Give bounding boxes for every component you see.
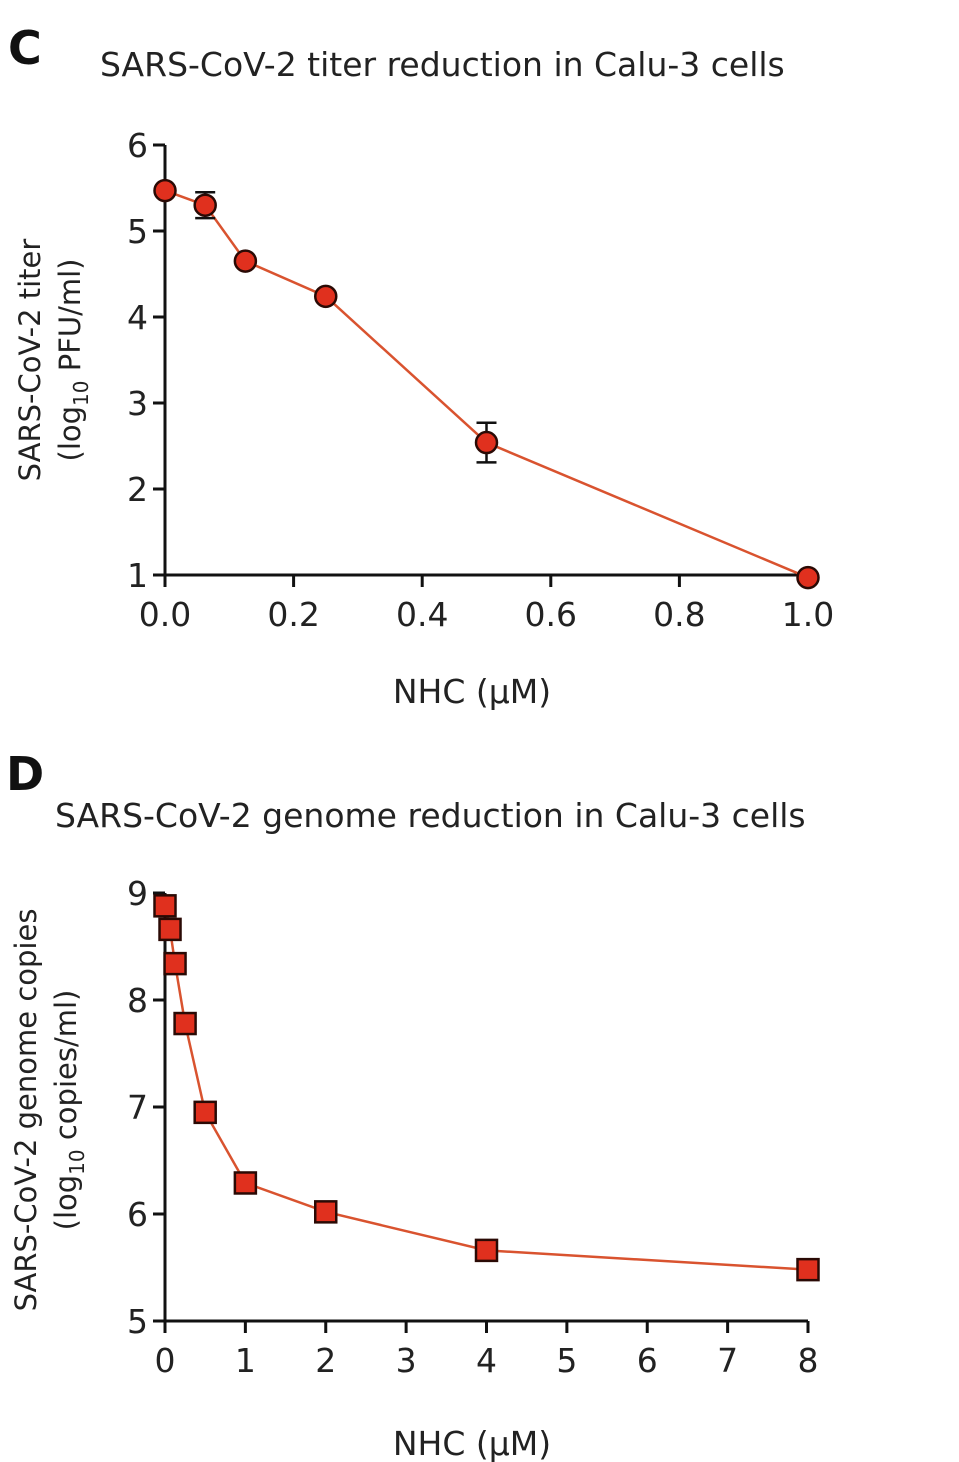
y-tick-label: 8 xyxy=(127,981,148,1020)
data-point xyxy=(153,178,177,203)
x-tick-label: 0.6 xyxy=(525,595,577,634)
x-tick-label: 0.2 xyxy=(267,595,319,634)
panel-c: C SARS-CoV-2 titer reduction in Calu-3 c… xyxy=(8,21,834,711)
data-point xyxy=(163,951,187,976)
y-tick-label: 5 xyxy=(127,1302,148,1341)
data-point xyxy=(796,1257,820,1282)
y-tick-label: 7 xyxy=(127,1088,148,1127)
y-tick-label: 2 xyxy=(127,470,148,509)
x-tick-label: 0.8 xyxy=(653,595,705,634)
y-tick-label: 1 xyxy=(127,556,148,595)
data-point xyxy=(314,1200,338,1224)
x-tick-label: 6 xyxy=(637,1341,658,1380)
data-point xyxy=(193,193,217,217)
y-tick-label: 4 xyxy=(127,298,148,337)
data-point xyxy=(233,249,258,273)
data-point xyxy=(173,1011,197,1036)
panel-d: D SARS-CoV-2 genome reduction in Calu-3 … xyxy=(6,747,820,1462)
data-point xyxy=(474,430,499,455)
x-tick-label: 1 xyxy=(235,1341,256,1380)
chart-title: SARS-CoV-2 titer reduction in Calu-3 cel… xyxy=(100,45,785,84)
series-line xyxy=(164,189,809,579)
x-tick-label: 0.4 xyxy=(396,595,448,634)
y-tick-label: 6 xyxy=(127,126,148,165)
data-point xyxy=(233,1171,258,1195)
chart-title: SARS-CoV-2 genome reduction in Calu-3 ce… xyxy=(55,796,806,835)
y-tick-label: 9 xyxy=(127,874,148,913)
data-point xyxy=(474,1238,499,1263)
plot-area: 0.0 0.2 0.4 0.6 0.8 1.0 1 2 3 4 5 6 xyxy=(127,126,834,634)
series-line xyxy=(163,905,809,1271)
y-axis-label-line1: SARS-CoV-2 genome copies xyxy=(9,909,43,1312)
plot-area: 0 1 2 3 4 5 6 7 8 5 6 7 8 9 xyxy=(127,874,820,1380)
x-tick-label: 5 xyxy=(556,1341,577,1380)
x-axis-label: NHC (µM) xyxy=(393,672,551,711)
y-tick-label: 3 xyxy=(127,384,148,423)
x-tick-label: 0 xyxy=(155,1341,176,1380)
x-tick-label: 1.0 xyxy=(782,595,834,634)
y-tick-label: 6 xyxy=(127,1195,148,1234)
x-tick-label: 3 xyxy=(396,1341,417,1380)
x-tick-label: 8 xyxy=(798,1341,819,1380)
data-point xyxy=(193,1100,217,1125)
y-axis-label-line2: (log10 PFU/ml) xyxy=(53,259,93,462)
x-tick-label: 2 xyxy=(315,1341,336,1380)
y-axis-label-line2: (log10 copies/ml) xyxy=(49,990,89,1231)
x-tick-label: 0.0 xyxy=(139,595,191,634)
panel-label: C xyxy=(8,21,42,75)
data-point xyxy=(314,284,338,309)
y-tick-label: 5 xyxy=(127,212,148,251)
x-tick-label: 4 xyxy=(476,1341,497,1380)
data-point xyxy=(158,917,182,942)
x-axis-label: NHC (µM) xyxy=(393,1424,551,1462)
panel-label: D xyxy=(6,747,44,801)
x-tick-label: 7 xyxy=(717,1341,738,1380)
y-axis-label-line1: SARS-CoV-2 titer xyxy=(13,239,47,482)
data-point xyxy=(796,565,820,590)
data-point xyxy=(153,894,177,918)
